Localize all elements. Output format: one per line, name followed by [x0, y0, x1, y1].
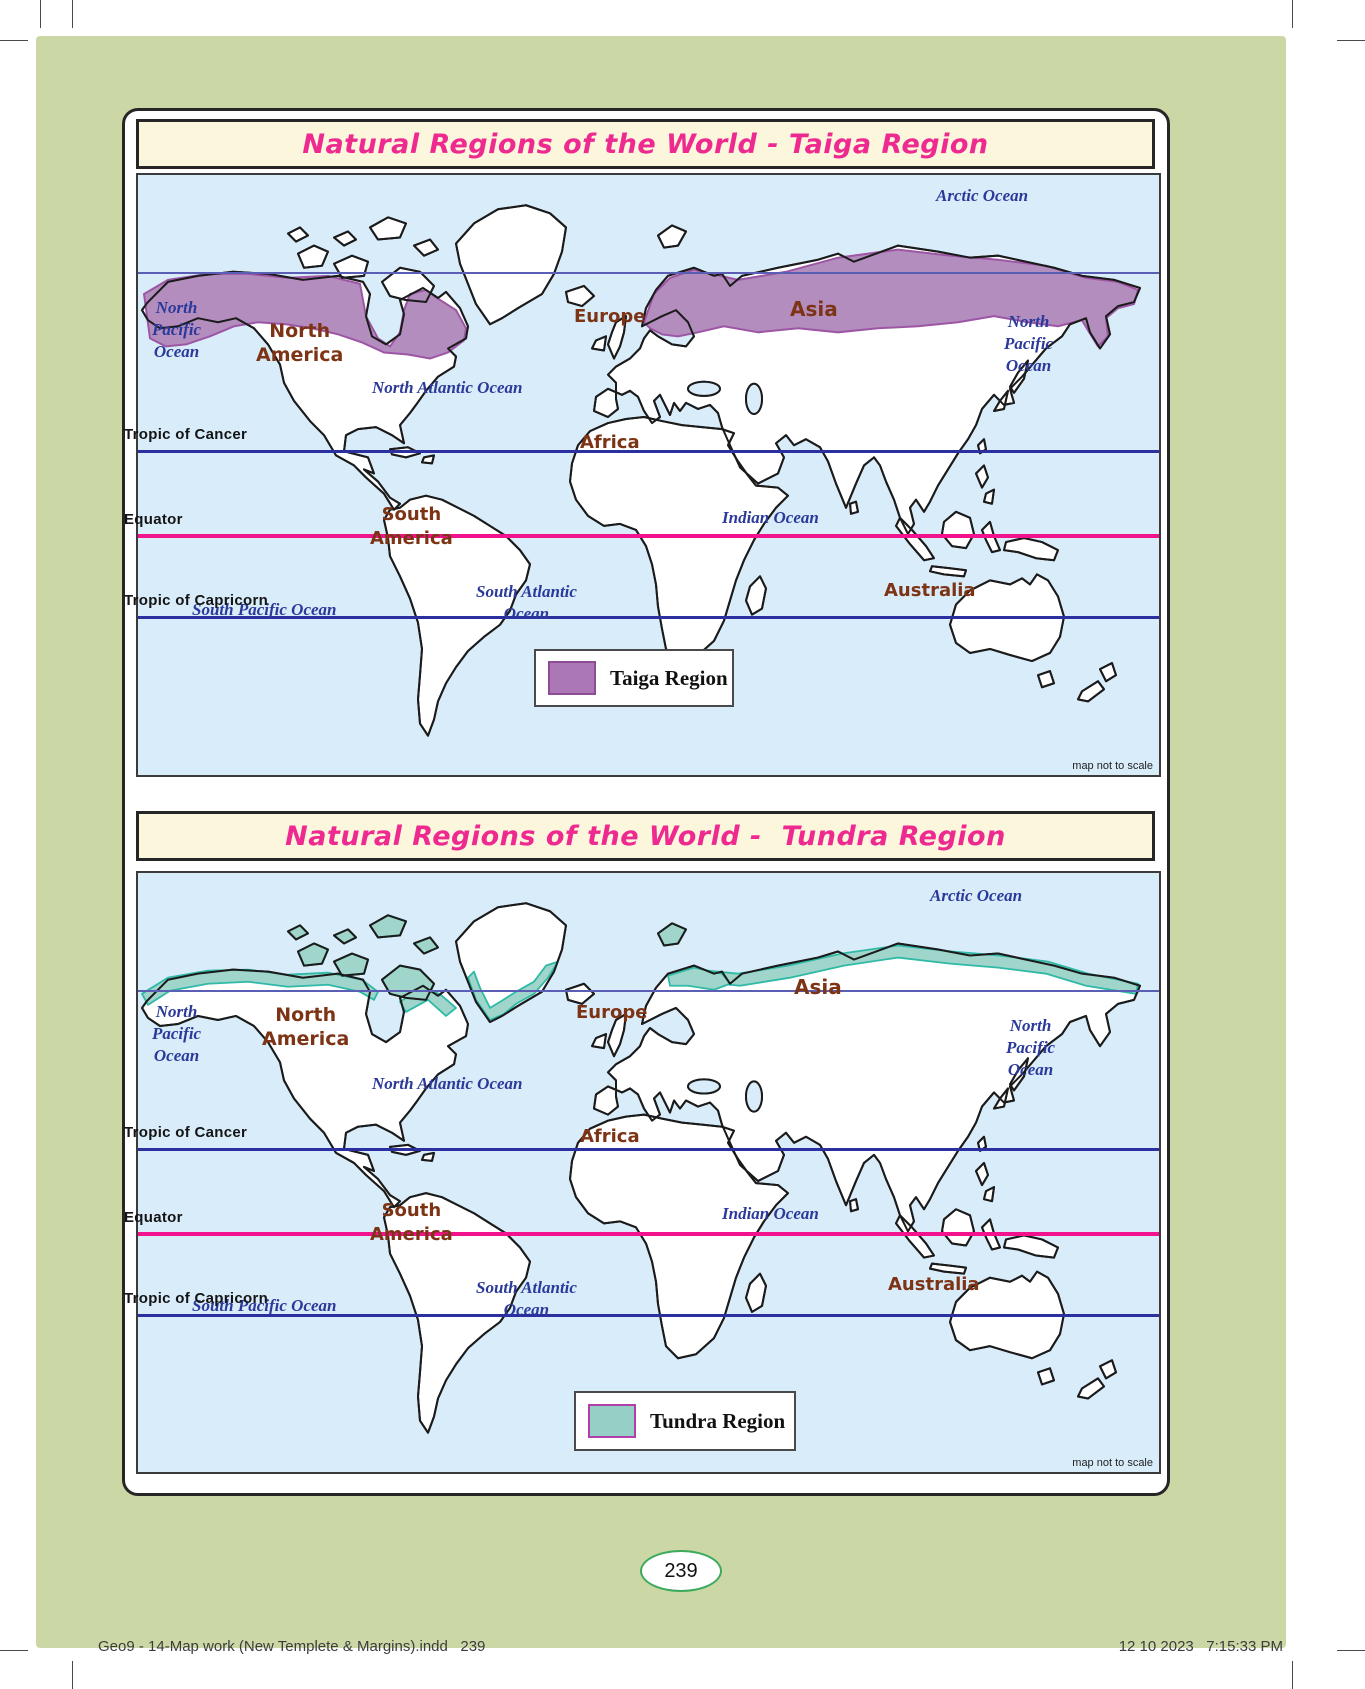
europe-label: Europe	[574, 306, 646, 327]
arctic-circle-line	[138, 272, 1159, 274]
taiga-legend-label: Taiga Region	[610, 665, 728, 690]
south-atlantic-label: South Atlantic Ocean	[476, 1278, 577, 1319]
crop-mark	[40, 0, 41, 28]
arctic-ocean-label: Arctic Ocean	[930, 886, 1023, 905]
taiga-legend-swatch	[548, 661, 596, 695]
tropic-of-cancer-label: Tropic of Cancer	[124, 426, 248, 443]
australia-label: Australia	[888, 1274, 980, 1295]
north-atlantic-label: North Atlantic Ocean	[372, 378, 523, 397]
taiga-title: Natural Regions of the World - Taiga Reg…	[302, 128, 989, 160]
tropic-of-cancer-line	[138, 450, 1159, 453]
north-america-label: North America	[262, 1004, 350, 1050]
north-america-label: North America	[256, 320, 344, 366]
europe-label: Europe	[576, 1002, 648, 1023]
north-atlantic-label: North Atlantic Ocean	[372, 1074, 523, 1093]
south-atlantic-label: South Atlantic Ocean	[476, 582, 577, 623]
page-number: 239	[640, 1550, 722, 1592]
tundra-legend: Tundra Region	[574, 1391, 796, 1451]
indian-ocean-label: Indian Ocean	[722, 1204, 819, 1223]
footer-timestamp: 12 10 2023 7:15:33 PM	[1118, 1638, 1283, 1655]
crop-mark	[1292, 0, 1293, 28]
tropic-of-cancer-label: Tropic of Cancer	[124, 1124, 248, 1141]
africa-label: Africa	[580, 432, 640, 453]
tropic-of-cancer-line	[138, 1148, 1159, 1151]
equator-line	[138, 534, 1159, 538]
north-pacific-west-label: North Pacific Ocean	[152, 298, 202, 361]
tundra-map: Tropic of Cancer Equator Tropic of Capri…	[124, 871, 1161, 1474]
tropic-of-capricorn-label: Tropic of Capricorn	[124, 592, 269, 609]
south-america-label: South America	[370, 504, 453, 549]
equator-line	[138, 1232, 1159, 1236]
tundra-title-bar: Natural Regions of the World - Tundra Re…	[136, 811, 1155, 861]
map-scale-note: map not to scale	[1072, 1457, 1153, 1469]
north-pacific-east-label: North Pacific Ocean	[1004, 312, 1054, 375]
asia-label: Asia	[794, 975, 842, 999]
south-pacific-label: South Pacific Ocean	[192, 600, 337, 619]
crop-mark	[0, 40, 28, 41]
crop-mark	[1292, 1661, 1293, 1689]
taiga-map: Tropic of Cancer Equator Tropic of Capri…	[124, 173, 1161, 777]
north-pacific-east-label: North Pacific Ocean	[1006, 1016, 1056, 1079]
taiga-title-bar: Natural Regions of the World - Taiga Reg…	[136, 119, 1155, 169]
south-pacific-label: South Pacific Ocean	[192, 1296, 337, 1315]
map-scale-note: map not to scale	[1072, 760, 1153, 772]
equator-label: Equator	[124, 511, 183, 528]
taiga-legend: Taiga Region	[534, 649, 734, 707]
tropic-of-capricorn-label: Tropic of Capricorn	[124, 1290, 269, 1307]
crop-mark	[72, 0, 73, 28]
tropic-of-capricorn-line	[138, 616, 1159, 619]
footer-filename: Geo9 - 14-Map work (New Templete & Margi…	[98, 1638, 486, 1655]
indian-ocean-label: Indian Ocean	[722, 508, 819, 527]
maps-panel: Natural Regions of the World - Taiga Reg…	[122, 108, 1170, 1496]
crop-mark	[72, 1661, 73, 1689]
equator-label: Equator	[124, 1209, 183, 1226]
tundra-title: Natural Regions of the World - Tundra Re…	[285, 820, 1006, 852]
tropic-of-capricorn-line	[138, 1314, 1159, 1317]
australia-label: Australia	[884, 580, 976, 601]
tundra-legend-swatch	[588, 1404, 636, 1438]
north-pacific-west-label: North Pacific Ocean	[152, 1002, 202, 1065]
africa-label: Africa	[580, 1126, 640, 1147]
arctic-ocean-label: Arctic Ocean	[936, 186, 1029, 205]
south-america-label: South America	[370, 1200, 453, 1245]
tundra-legend-label: Tundra Region	[650, 1408, 786, 1433]
crop-mark	[1337, 1650, 1365, 1651]
page-number-value: 239	[664, 1559, 698, 1582]
arctic-circle-line	[138, 990, 1159, 992]
tundra-world-map	[138, 873, 1159, 1472]
crop-mark	[0, 1650, 28, 1651]
crop-mark	[1337, 40, 1365, 41]
asia-label: Asia	[790, 297, 838, 321]
